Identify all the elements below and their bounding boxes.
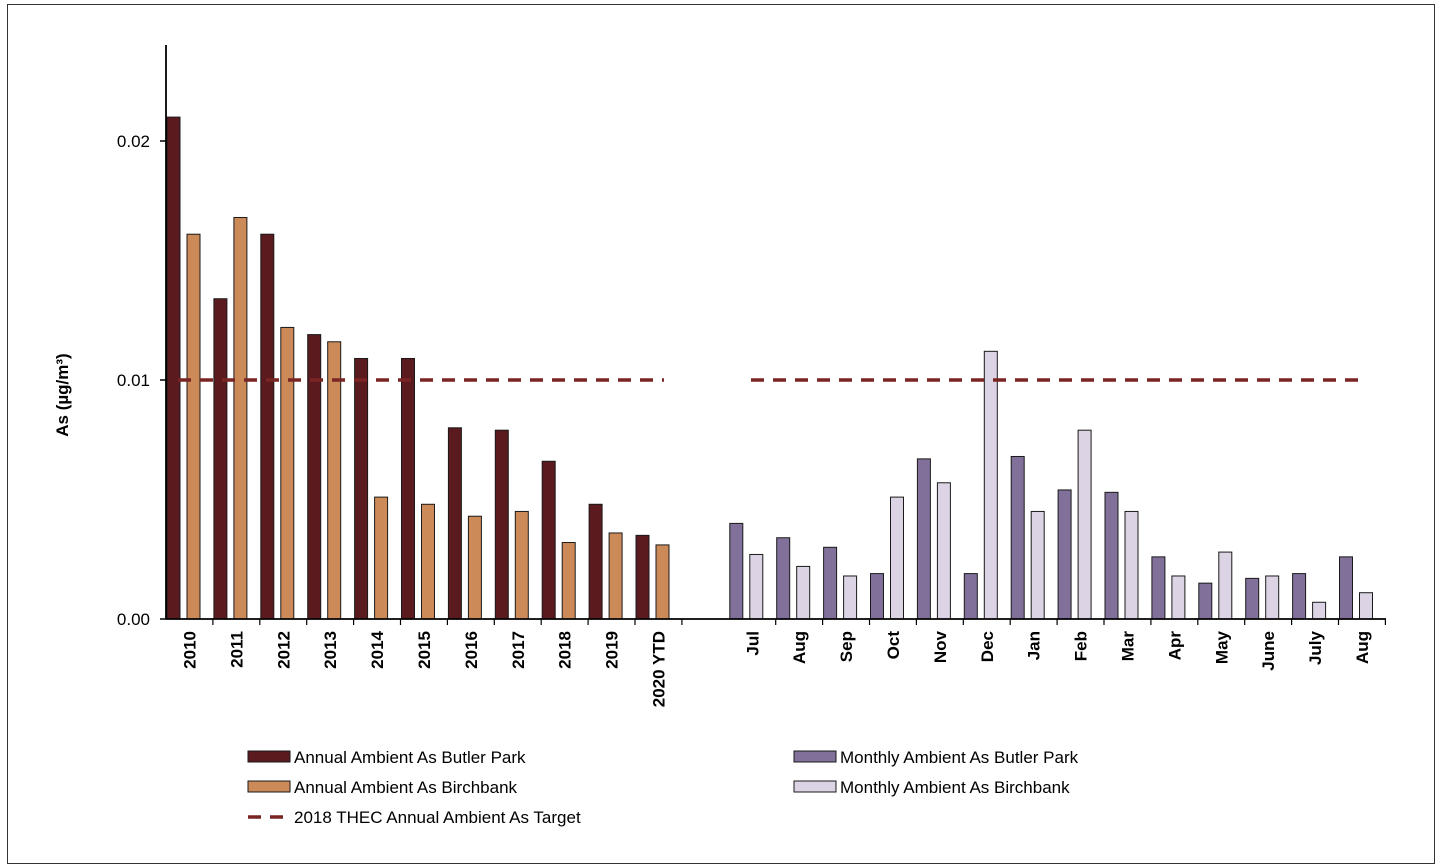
monthly-category-label: Dec <box>978 631 997 662</box>
annual-birchbank-bar <box>233 216 248 620</box>
annual-butler-park-bar <box>401 357 415 620</box>
annual-birchbank-bar <box>374 496 389 620</box>
legend-swatch <box>247 750 291 763</box>
monthly-category-label: June <box>1259 631 1278 671</box>
legend: Annual Ambient As Butler Park Monthly Amb… <box>247 748 1079 827</box>
annual-category-label: 2020 YTD <box>649 631 668 707</box>
monthly-category-label: Nov <box>931 630 950 663</box>
monthly-birchbank-bar <box>1077 429 1092 620</box>
monthly-category-label: Sep <box>837 631 856 662</box>
monthly-birchbank-bar <box>796 565 811 620</box>
annual-category-label: 2018 <box>556 631 575 669</box>
monthly-butler-park-bar <box>1292 573 1307 620</box>
legend-swatch <box>793 750 837 763</box>
bars <box>166 116 1373 620</box>
category-labels: 2010 2011 2012 2013 2014 2015 2016 2017 2018 2019… <box>180 630 1372 707</box>
annual-butler-park-bar <box>354 357 369 620</box>
annual-butler-park-bar <box>447 427 462 620</box>
legend-label: Monthly Ambient As Butler Park <box>840 748 1079 767</box>
monthly-category-label: Oct <box>884 631 903 660</box>
legend-label: Annual Ambient As Birchbank <box>294 778 518 797</box>
monthly-butler-park-bar <box>1057 489 1072 620</box>
monthly-butler-park-bar <box>1104 491 1119 620</box>
monthly-category-label: Aug <box>790 631 809 664</box>
monthly-butler-park-bar <box>823 546 838 620</box>
legend-swatch <box>793 780 837 793</box>
monthly-butler-park-bar <box>1339 556 1353 620</box>
monthly-category-label: May <box>1212 630 1231 664</box>
annual-birchbank-bar <box>280 326 295 620</box>
annual-category-label: 2015 <box>415 631 434 669</box>
annual-birchbank-bar <box>561 542 576 620</box>
monthly-butler-park-bar <box>1198 582 1213 620</box>
y-axis-ticks: 0.00 0.01 0.02 <box>117 132 166 629</box>
legend-label: 2018 THEC Annual Ambient As Target <box>294 808 581 827</box>
annual-birchbank-bar <box>421 503 435 620</box>
annual-birchbank-bar <box>608 532 623 620</box>
annual-butler-park-bar <box>166 116 181 620</box>
annual-birchbank-bar <box>514 510 529 620</box>
annual-butler-park-bar <box>307 334 322 620</box>
monthly-butler-park-bar <box>1151 556 1166 620</box>
monthly-category-label: Feb <box>1072 631 1091 661</box>
monthly-birchbank-bar <box>1218 551 1233 620</box>
annual-butler-park-bar <box>213 298 228 620</box>
monthly-butler-park-bar <box>1245 577 1260 620</box>
annual-butler-park-bar <box>588 503 603 620</box>
annual-birchbank-bar <box>327 341 342 620</box>
legend-label: Annual Ambient As Butler Park <box>294 748 526 767</box>
y-tick-label: 0.01 <box>117 371 150 390</box>
monthly-birchbank-bar <box>843 575 858 620</box>
annual-category-label: 2010 <box>180 631 199 669</box>
annual-category-label: 2013 <box>321 631 340 669</box>
legend-label: Monthly Ambient As Birchbank <box>840 778 1070 797</box>
annual-category-label: 2011 <box>227 631 246 668</box>
annual-category-label: 2017 <box>509 631 528 669</box>
annual-birchbank-bar <box>655 544 670 620</box>
y-tick-label: 0.02 <box>117 132 150 151</box>
y-tick-label: 0.00 <box>117 610 150 629</box>
monthly-category-label: Aug <box>1353 631 1372 664</box>
annual-butler-park-bar <box>541 460 556 620</box>
annual-category-label: 2016 <box>462 631 481 669</box>
monthly-birchbank-bar <box>1312 601 1327 620</box>
annual-butler-park-bar <box>260 233 275 620</box>
monthly-birchbank-bar <box>1265 575 1280 620</box>
monthly-birchbank-bar <box>890 496 904 620</box>
monthly-birchbank-bar <box>749 553 764 620</box>
monthly-butler-park-bar <box>1010 455 1025 620</box>
monthly-butler-park-bar <box>870 573 884 620</box>
monthly-butler-park-bar <box>916 458 931 620</box>
annual-butler-park-bar <box>635 534 650 620</box>
annual-category-label: 2014 <box>368 630 387 668</box>
annual-category-label: 2019 <box>603 631 622 669</box>
monthly-category-label: July <box>1306 630 1325 665</box>
monthly-birchbank-bar <box>1359 592 1373 620</box>
annual-category-label: 2012 <box>274 631 293 669</box>
legend-swatch <box>247 780 291 793</box>
monthly-birchbank-bar <box>1171 575 1186 620</box>
monthly-category-label: Jul <box>743 631 762 656</box>
monthly-category-label: Mar <box>1118 631 1137 662</box>
monthly-birchbank-bar <box>1030 510 1045 620</box>
y-axis-title: As (µg/m³) <box>53 353 72 436</box>
annual-birchbank-bar <box>467 515 482 620</box>
monthly-birchbank-bar <box>1124 510 1139 620</box>
annual-butler-park-bar <box>494 429 509 620</box>
monthly-butler-park-bar <box>963 573 978 620</box>
monthly-category-label: Apr <box>1165 631 1184 661</box>
monthly-birchbank-bar <box>936 482 951 620</box>
monthly-butler-park-bar <box>776 537 791 620</box>
annual-birchbank-bar <box>186 233 201 620</box>
monthly-birchbank-bar <box>983 350 998 620</box>
axes <box>165 45 1387 625</box>
monthly-category-label: Jan <box>1025 631 1044 660</box>
monthly-butler-park-bar <box>729 522 744 620</box>
